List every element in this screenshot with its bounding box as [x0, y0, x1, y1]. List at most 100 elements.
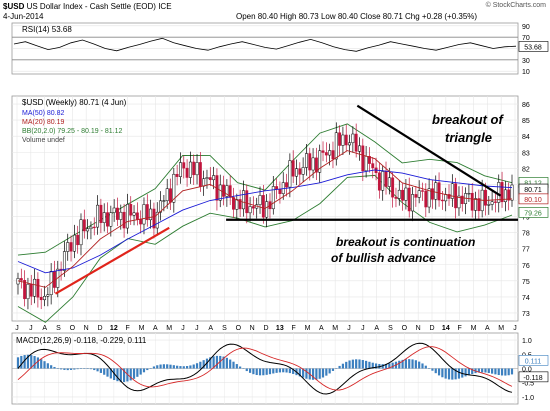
macd-histogram-bar: [424, 365, 427, 369]
x-tick-label: S: [56, 325, 61, 332]
macd-histogram-bar: [447, 368, 451, 380]
x-tick-label: S: [222, 325, 227, 332]
price-tick-label: 84: [522, 134, 530, 141]
candle-body: [490, 201, 494, 205]
macd-histogram-bar: [93, 368, 96, 371]
x-tick-label: N: [84, 325, 89, 332]
macd-histogram-bar: [365, 360, 368, 369]
rsi-tick-label: 70: [522, 35, 530, 42]
candle-body: [460, 195, 464, 204]
candle-body: [384, 171, 388, 187]
candle-body: [258, 195, 262, 205]
candle-body: [169, 188, 172, 203]
candle-body: [437, 182, 441, 201]
macd-histogram-bar: [325, 368, 328, 376]
candle-body: [424, 190, 428, 208]
candle-body: [351, 133, 355, 144]
macd-histogram-bar: [398, 360, 401, 369]
price-tick-label: 74: [522, 295, 530, 302]
exchange-label: ICE: [158, 2, 172, 11]
candle-body: [440, 199, 444, 202]
x-tick-label: A: [374, 325, 379, 332]
macd-histogram-bar: [338, 365, 341, 369]
macd-histogram-bar: [305, 368, 308, 379]
candle-body: [484, 189, 487, 206]
macd-histogram-bar: [199, 361, 202, 369]
x-tick-label: M: [305, 325, 311, 332]
x-tick-label: F: [458, 325, 462, 332]
macd-histogram-bar: [262, 368, 265, 376]
macd-histogram-bar: [33, 356, 36, 369]
macd-histogram-bar: [30, 355, 33, 369]
macd-histogram-bar: [195, 363, 199, 369]
macd-histogram-bar: [401, 359, 404, 369]
candle-body: [427, 188, 431, 208]
macd-histogram-bar: [69, 368, 73, 370]
macd-tick-label: 0.0: [522, 367, 532, 374]
macd-histogram-bar: [89, 368, 93, 370]
candle-body: [162, 200, 166, 202]
x-tick-label: M: [166, 325, 172, 332]
candle-body: [308, 153, 312, 171]
candle-body: [135, 212, 139, 220]
candle-body: [421, 190, 424, 192]
candle-body: [334, 132, 338, 160]
macd-histogram-bar: [421, 363, 424, 369]
candle-body: [487, 204, 491, 206]
bb-lower-line: [17, 174, 513, 323]
candle-body: [185, 167, 189, 178]
x-tick-label: S: [388, 325, 393, 332]
candle-body: [364, 156, 368, 172]
candle-body: [122, 211, 126, 229]
candle-body: [507, 189, 511, 201]
candle-body: [414, 194, 418, 198]
macd-histogram-bar: [50, 365, 53, 369]
macd-histogram-bar: [43, 361, 46, 369]
macd-histogram-bar: [149, 368, 152, 369]
x-tick-label: J: [15, 325, 19, 332]
candle-body: [182, 162, 186, 169]
price-title: $USD (Weekly) 80.71 (4 Jun): [22, 98, 127, 107]
candle-body: [109, 212, 113, 227]
candle-body: [261, 195, 265, 218]
price-tag-label: 80.10: [524, 197, 542, 204]
candle-body: [430, 188, 434, 200]
candle-body: [145, 204, 149, 221]
x-tick-label: F: [126, 325, 130, 332]
candle-body: [99, 204, 103, 223]
candle-body: [338, 132, 342, 146]
candle-body: [175, 173, 179, 177]
candle-body: [401, 189, 405, 201]
macd-histogram-bar: [225, 357, 228, 369]
candle-body: [92, 226, 96, 229]
macd-tick-label: 1.0: [522, 338, 532, 345]
x-tick-label: J: [347, 325, 351, 332]
candle-body: [377, 172, 381, 191]
macd-histogram-bar: [481, 368, 484, 373]
candle-body: [354, 133, 358, 152]
ma50-line: [17, 169, 513, 274]
x-tick-label: O: [70, 325, 76, 332]
price-tag-label: 79.26: [524, 210, 542, 217]
macd-histogram-bar: [106, 368, 109, 377]
rsi-line: [13, 37, 517, 52]
macd-histogram-bar: [129, 368, 132, 381]
candle-body: [208, 177, 212, 181]
candle-body: [218, 184, 222, 201]
macd-histogram-bar: [229, 359, 232, 369]
macd-histogram-bar: [172, 365, 175, 369]
candle-body: [321, 150, 325, 153]
x-tick-label: D: [263, 325, 268, 332]
candle-body: [62, 251, 66, 271]
macd-histogram-bar: [258, 368, 262, 376]
candle-body: [235, 199, 239, 210]
macd-histogram-bar: [275, 368, 278, 373]
candle-body: [447, 194, 451, 199]
candle-body: [179, 162, 182, 177]
x-tick-label: O: [402, 325, 408, 332]
x-tick-label: J: [195, 325, 199, 332]
candle-body: [43, 295, 46, 301]
candle-body: [503, 189, 507, 203]
macd-histogram-bar: [331, 368, 335, 371]
